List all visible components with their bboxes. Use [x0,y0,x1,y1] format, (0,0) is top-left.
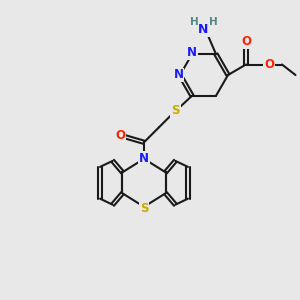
Text: S: S [171,104,180,117]
Text: O: O [115,129,125,142]
Text: N: N [187,46,197,59]
Text: N: N [139,152,149,165]
Text: N: N [173,68,184,82]
Text: N: N [198,23,208,36]
Text: O: O [241,34,251,48]
Text: S: S [140,202,148,215]
Text: H: H [208,17,217,27]
Text: O: O [264,58,274,71]
Text: H: H [190,17,199,27]
